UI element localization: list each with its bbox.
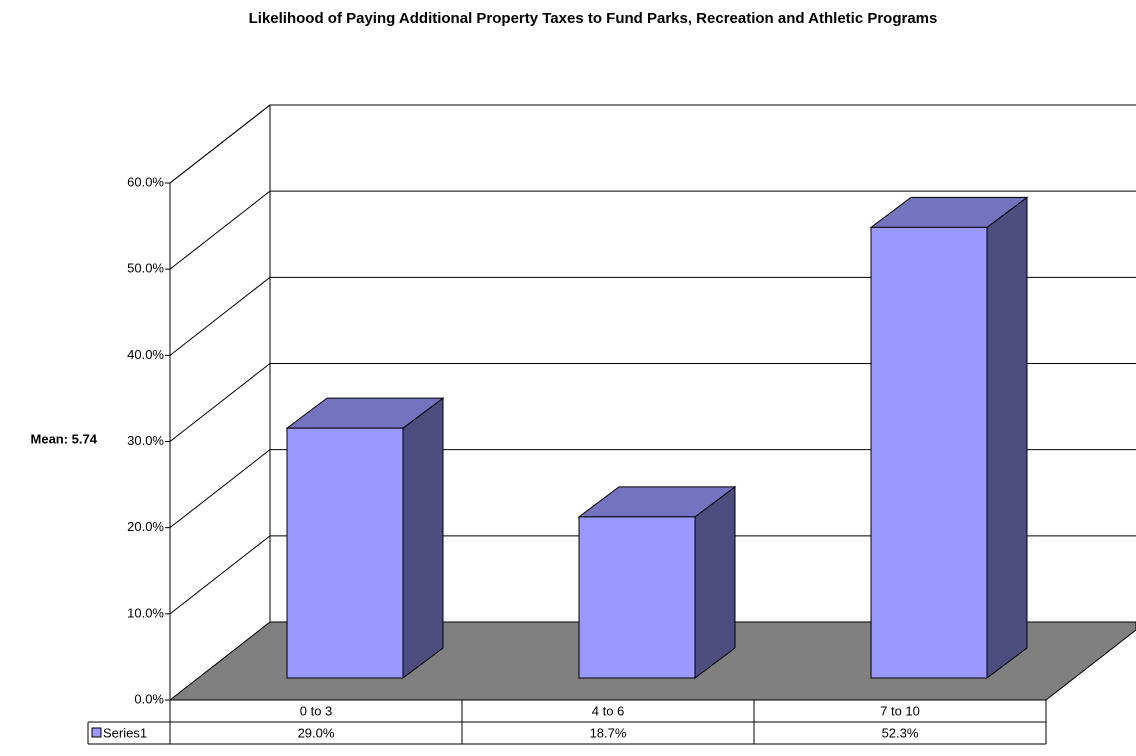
data-label: 29.0% [298,725,335,740]
bar [578,516,696,679]
y-tick-label: 60.0% [127,174,164,189]
data-label: 52.3% [882,725,919,740]
wall-edge [169,104,1136,184]
legend-label: Series1 [103,725,147,740]
legend-key [91,727,102,738]
chart-title: Likelihood of Paying Additional Property… [248,10,938,27]
y-tick-label: 20.0% [127,519,164,534]
data-label: 18.7% [590,725,627,740]
y-tick-label: 30.0% [127,433,164,448]
bar-side [694,485,736,679]
y-tick-label: 10.0% [127,605,164,620]
y-tick-label: 40.0% [127,347,164,362]
y-tick-label: 0.0% [134,691,164,706]
bar-side [986,196,1028,679]
bar-side [402,397,444,679]
x-tick-label: 0 to 3 [300,703,333,718]
y-tick-label: 50.0% [127,261,164,276]
bar [870,226,988,679]
bar [286,427,404,679]
grid-line [169,104,1136,184]
y-axis-label: Mean: 5.74 [31,431,98,446]
x-tick-label: 4 to 6 [592,703,625,718]
x-tick-label: 7 to 10 [880,703,920,718]
